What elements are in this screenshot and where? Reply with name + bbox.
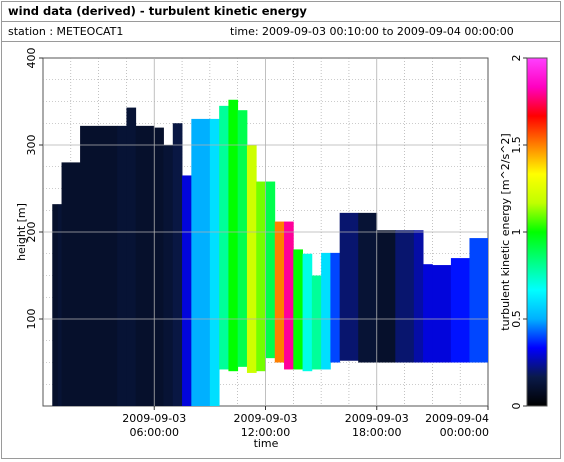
data-column: [376, 230, 396, 363]
x-tick-label: 2009-09-03: [234, 412, 298, 425]
y-tick-label: 400: [25, 48, 38, 69]
x-axis-label: time: [254, 437, 279, 450]
x-tick-label: 2009-09-03: [345, 412, 409, 425]
data-column: [117, 125, 127, 406]
data-column: [52, 204, 59, 406]
y-axis-label: height [m]: [15, 203, 28, 261]
data-column: [98, 125, 118, 406]
x-tick-label: 2009-09-04: [425, 412, 489, 425]
major-grid: [43, 58, 488, 406]
colorbar-axis: 0 0.5 1 1.5 2: [510, 55, 527, 410]
data-column: [237, 110, 248, 367]
data-column: [154, 127, 164, 406]
x-tick-label: 06:00:00: [130, 426, 179, 439]
colorbar-tick-label: 0: [510, 403, 523, 410]
data-column: [311, 275, 322, 370]
data-column: [265, 181, 276, 359]
data-column: [191, 118, 211, 406]
station-label: station : METEOCAT1: [8, 25, 124, 38]
colorbar-tick-label: 2: [510, 55, 523, 62]
data-column: [219, 105, 229, 370]
data-column: [330, 252, 341, 363]
time-range-label: time: 2009-09-03 00:10:00 to 2009-09-04 …: [230, 25, 514, 38]
data-column: [246, 145, 257, 373]
data-columns: [52, 99, 488, 406]
data-column: [126, 107, 137, 406]
data-column: [432, 265, 452, 363]
colorbar-tick-label: 1.5: [510, 136, 523, 154]
x-tick-label: 2009-09-03: [122, 412, 186, 425]
x-tick-label: 18:00:00: [352, 426, 401, 439]
data-column: [135, 125, 155, 406]
colorbar-tick-label: 0.5: [510, 310, 523, 328]
info-bar: station : METEOCAT1 time: 2009-09-03 00:…: [2, 22, 560, 42]
data-column: [339, 212, 359, 361]
data-column: [163, 145, 174, 406]
data-column: [302, 253, 313, 372]
data-column: [358, 212, 378, 363]
data-column: [172, 123, 183, 406]
data-column: [209, 118, 220, 406]
colorbar: [526, 57, 548, 407]
data-column: [450, 258, 470, 363]
data-column: [256, 181, 266, 372]
y-tick-label: 300: [25, 135, 38, 156]
data-column: [293, 249, 303, 370]
data-column: [413, 230, 424, 363]
colorbar-tick-label: 1: [510, 229, 523, 236]
colorbar-label: turbulent kinetic energy [m^2/s^2]: [499, 133, 512, 330]
x-tick-label: 12:00:00: [241, 426, 290, 439]
data-column: [228, 99, 239, 372]
data-column: [61, 162, 81, 406]
y-tick-label: 100: [25, 309, 38, 330]
data-column: [57, 204, 62, 406]
data-column: [469, 238, 488, 363]
data-column: [395, 230, 415, 363]
axes: 1002003004002009-09-0306:00:002009-09-03…: [25, 48, 489, 440]
data-column: [284, 221, 294, 370]
data-column: [80, 125, 100, 406]
data-column: [423, 264, 433, 363]
chart-title: wind data (derived) - turbulent kinetic …: [2, 2, 560, 22]
x-tick-label: 00:00:00: [440, 426, 489, 439]
data-column: [321, 252, 331, 370]
data-column: [274, 221, 285, 363]
data-column: [182, 175, 192, 406]
y-tick-label: 200: [25, 222, 38, 243]
